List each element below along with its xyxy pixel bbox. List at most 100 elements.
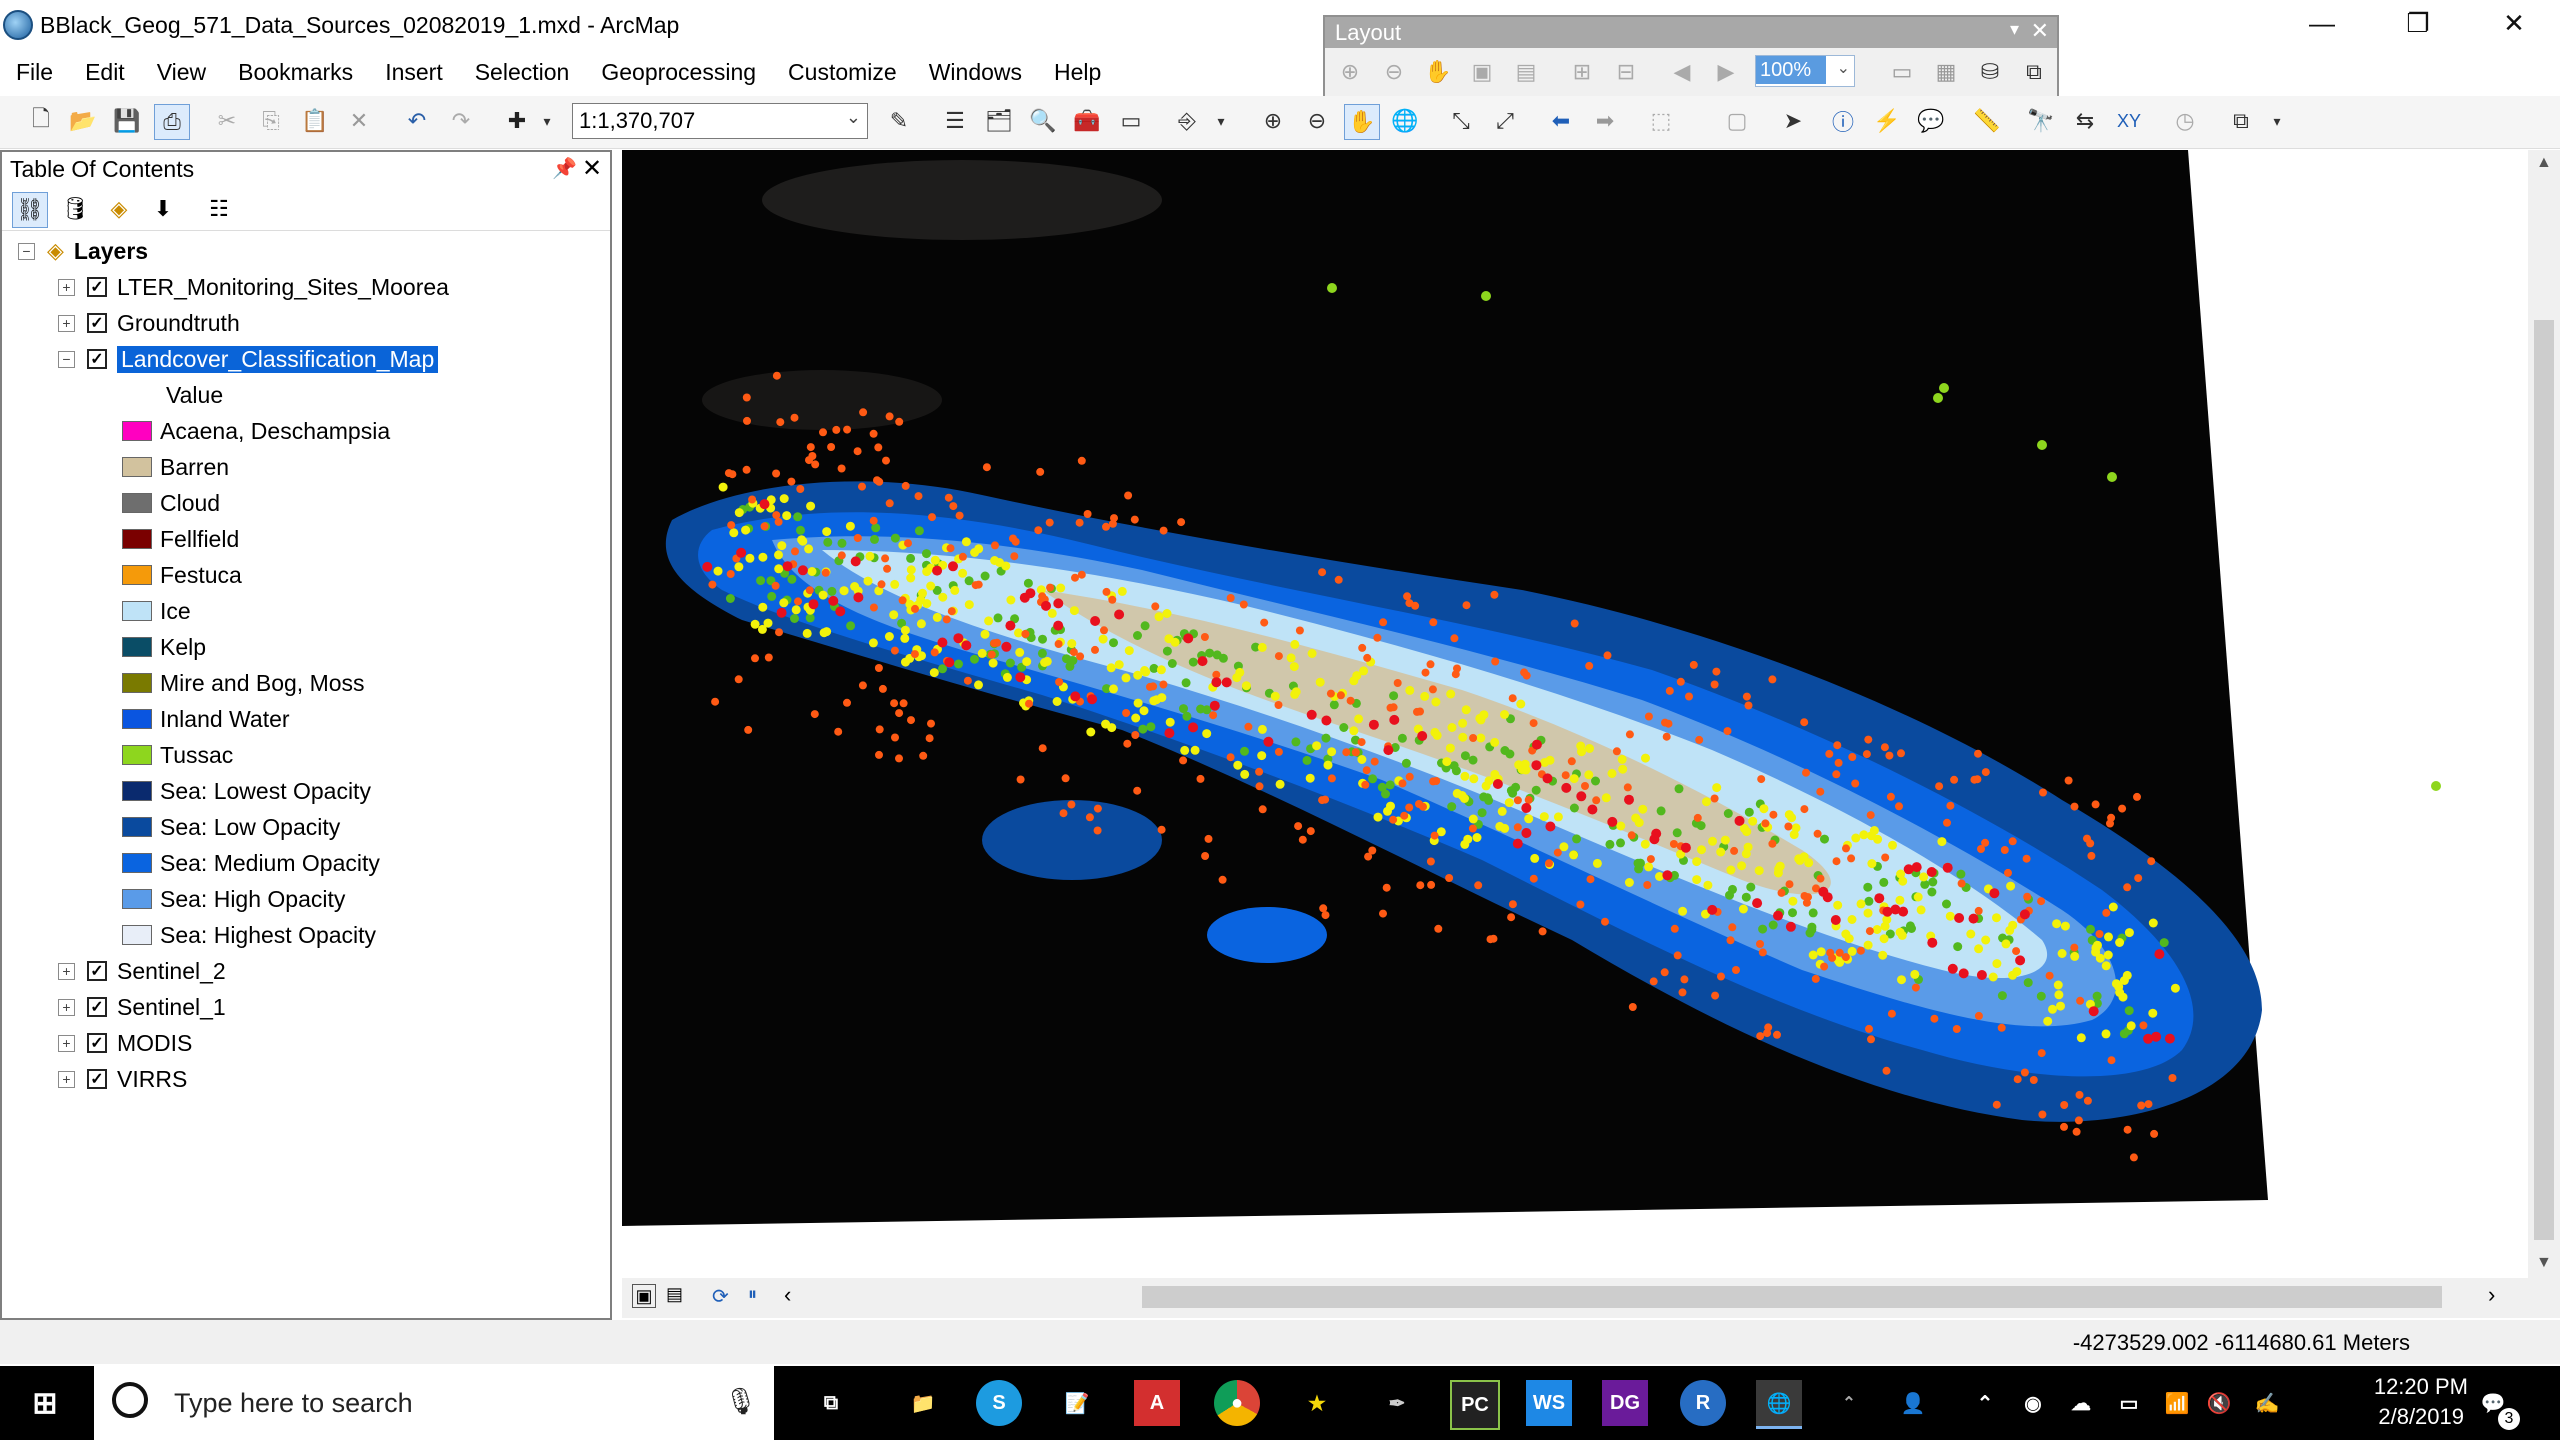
layout-zoom-select[interactable]: 100% ⌄ xyxy=(1755,55,1855,87)
focus-data-frame-icon[interactable]: ▦ xyxy=(1935,59,1957,84)
layer-row[interactable]: + ✓ MODIS xyxy=(58,1026,192,1060)
star-app-icon[interactable]: ★ xyxy=(1308,1392,1326,1415)
onedrive-icon[interactable]: ☁ xyxy=(2071,1392,2091,1415)
list-by-drawing-order-icon[interactable]: ⛓ xyxy=(12,192,48,228)
toolbar-options-icon[interactable]: ▾ xyxy=(1217,112,1225,129)
menu-geoprocessing[interactable]: Geoprocessing xyxy=(601,58,757,85)
layer-visibility-checkbox[interactable]: ✓ xyxy=(87,997,107,1017)
list-by-visibility-icon[interactable]: ◈ xyxy=(110,196,128,221)
fixed-zoom-in-icon[interactable]: ⊞ xyxy=(1572,59,1592,84)
print-icon[interactable]: ⎙ xyxy=(154,104,190,140)
record-icon[interactable]: ◉ xyxy=(2024,1392,2042,1415)
legend-swatch[interactable] xyxy=(122,565,152,585)
scroll-up-icon[interactable]: ▲ xyxy=(2536,154,2552,171)
zoom-whole-page-icon[interactable]: ▣ xyxy=(1471,59,1493,84)
pan-page-icon[interactable]: ✋ xyxy=(1424,59,1452,84)
expand-icon[interactable]: + xyxy=(58,962,75,980)
layer-row[interactable]: + ✓ Groundtruth xyxy=(58,306,240,340)
editor-toolbar-icon[interactable]: ✎ xyxy=(889,108,909,133)
html-popup-icon[interactable]: 💬 xyxy=(1917,108,1945,133)
layer-name[interactable]: Groundtruth xyxy=(117,309,240,336)
pause-drawing-icon[interactable]: ⏸ xyxy=(748,1284,757,1304)
vertical-scrollbar[interactable]: ▲ ▼ xyxy=(2528,150,2560,1278)
search-window-icon[interactable]: 🔍 xyxy=(1029,108,1057,133)
clear-selection-icon[interactable]: ▢ xyxy=(1726,108,1748,133)
map-canvas[interactable] xyxy=(622,150,2528,1278)
list-by-source-icon[interactable]: 🛢 xyxy=(61,196,89,221)
arctoolbox-icon[interactable]: 🧰 xyxy=(1073,108,1101,133)
menu-insert[interactable]: Insert xyxy=(385,58,443,85)
people-icon[interactable]: 👤 xyxy=(1900,1392,1926,1415)
paste-icon[interactable]: 📋 xyxy=(301,108,329,133)
legend-swatch[interactable] xyxy=(122,637,152,657)
pen-workspace-icon[interactable]: ✍ xyxy=(2254,1392,2280,1415)
forward-extent-icon[interactable]: ▶ xyxy=(1717,59,1735,84)
battery-icon[interactable]: ▭ xyxy=(2119,1392,2139,1415)
select-features-icon[interactable]: ⬚ xyxy=(1650,108,1672,133)
layer-row[interactable]: + ✓ Sentinel_2 xyxy=(58,954,226,988)
layer-visibility-checkbox[interactable]: ✓ xyxy=(87,1033,107,1053)
layers-root[interactable]: − ◈ Layers xyxy=(18,234,148,268)
legend-swatch[interactable] xyxy=(122,457,152,477)
layer-name[interactable]: Sentinel_1 xyxy=(117,993,226,1020)
legend-swatch[interactable] xyxy=(122,529,152,549)
legend-swatch[interactable] xyxy=(122,853,152,873)
layer-row[interactable]: − ✓ Landcover_Classification_Map xyxy=(58,342,439,376)
clock-date[interactable]: 2/8/2019 xyxy=(2378,1404,2464,1429)
datagrip-icon[interactable]: DG xyxy=(1602,1380,1648,1426)
next-extent-icon[interactable]: ➡ xyxy=(1595,108,1615,133)
python-window-icon[interactable]: ▭ xyxy=(1120,108,1142,133)
legend-swatch[interactable] xyxy=(122,925,152,945)
identify-icon[interactable]: ⓘ xyxy=(1831,110,1854,135)
delete-icon[interactable]: ✕ xyxy=(349,108,369,133)
new-document-icon[interactable]: 🗋 xyxy=(32,106,50,131)
create-viewer-window-icon[interactable]: ⧉ xyxy=(2233,108,2249,133)
zoom-in-page-icon[interactable]: ⊕ xyxy=(1340,59,1360,84)
scroll-right-icon[interactable]: › xyxy=(2488,1282,2496,1307)
layer-visibility-checkbox[interactable]: ✓ xyxy=(87,349,107,369)
layer-visibility-checkbox[interactable]: ✓ xyxy=(87,277,107,297)
legend-swatch[interactable] xyxy=(122,889,152,909)
layout-toolbar-close-icon[interactable]: ✕ xyxy=(2030,18,2049,43)
hyperlink-icon[interactable]: ⚡ xyxy=(1873,108,1901,133)
legend-swatch[interactable] xyxy=(122,817,152,837)
add-data-dropdown-icon[interactable]: ▾ xyxy=(543,112,551,129)
data-view-icon[interactable]: ▣ xyxy=(632,1284,656,1308)
open-folder-icon[interactable]: 📂 xyxy=(69,108,97,133)
task-view-icon[interactable]: ⧉ xyxy=(823,1391,839,1414)
menu-view[interactable]: View xyxy=(156,58,207,85)
cut-icon[interactable]: ✂ xyxy=(217,108,237,133)
expand-icon[interactable]: + xyxy=(58,1034,75,1052)
redo-icon[interactable]: ↷ xyxy=(451,108,471,133)
skype-icon[interactable]: S xyxy=(976,1380,1022,1426)
save-icon[interactable]: 💾 xyxy=(113,108,141,133)
fixed-zoom-out-icon[interactable]: ⊟ xyxy=(1616,59,1636,84)
toggle-draft-icon[interactable]: ▭ xyxy=(1891,59,1913,84)
zoom-in-icon[interactable]: ⊕ xyxy=(1263,108,1283,133)
layer-row[interactable]: + ✓ LTER_Monitoring_Sites_Moorea xyxy=(58,270,449,304)
expand-icon[interactable]: + xyxy=(58,278,75,296)
volume-muted-icon[interactable]: 🔇 xyxy=(2206,1392,2232,1415)
acrobat-icon[interactable]: A xyxy=(1134,1380,1180,1426)
menu-selection[interactable]: Selection xyxy=(474,58,570,85)
pan-icon[interactable]: ✋ xyxy=(1344,104,1380,140)
back-extent-icon[interactable]: ◀ xyxy=(1673,59,1691,84)
webstorm-icon[interactable]: WS xyxy=(1526,1380,1572,1426)
layout-toolbar-menu-icon[interactable]: ▾ xyxy=(2009,19,2019,39)
arcmap-taskbar-icon[interactable]: 🌐 xyxy=(1756,1380,1802,1429)
taskbar-search-box[interactable]: Type here to search 🎙 xyxy=(94,1366,774,1440)
fixed-zoom-out-icon[interactable]: ⤢ xyxy=(1496,108,1514,133)
layer-row[interactable]: + ✓ VIRRS xyxy=(58,1062,187,1096)
go-to-xy-icon[interactable]: XY xyxy=(2116,110,2141,131)
horizontal-scrollbar[interactable]: ▣ ▤ ⟳ ⏸ ‹ › xyxy=(622,1278,2560,1318)
chevron-down-icon[interactable]: ⌄ xyxy=(845,107,861,127)
list-by-selection-icon[interactable]: ⬇ xyxy=(153,196,173,221)
close-button[interactable]: ✕ xyxy=(2503,7,2525,38)
scroll-down-icon[interactable]: ▼ xyxy=(2536,1254,2552,1271)
taskbar-scroll-icon[interactable]: ⌃ xyxy=(1842,1395,1856,1412)
previous-extent-icon[interactable]: ⬅ xyxy=(1551,108,1571,133)
fixed-zoom-in-icon[interactable]: ⤡ xyxy=(1452,108,1470,133)
layer-name[interactable]: MODIS xyxy=(117,1029,193,1056)
collapse-icon[interactable]: − xyxy=(18,242,35,260)
pin-icon[interactable]: 📌 xyxy=(552,158,577,180)
